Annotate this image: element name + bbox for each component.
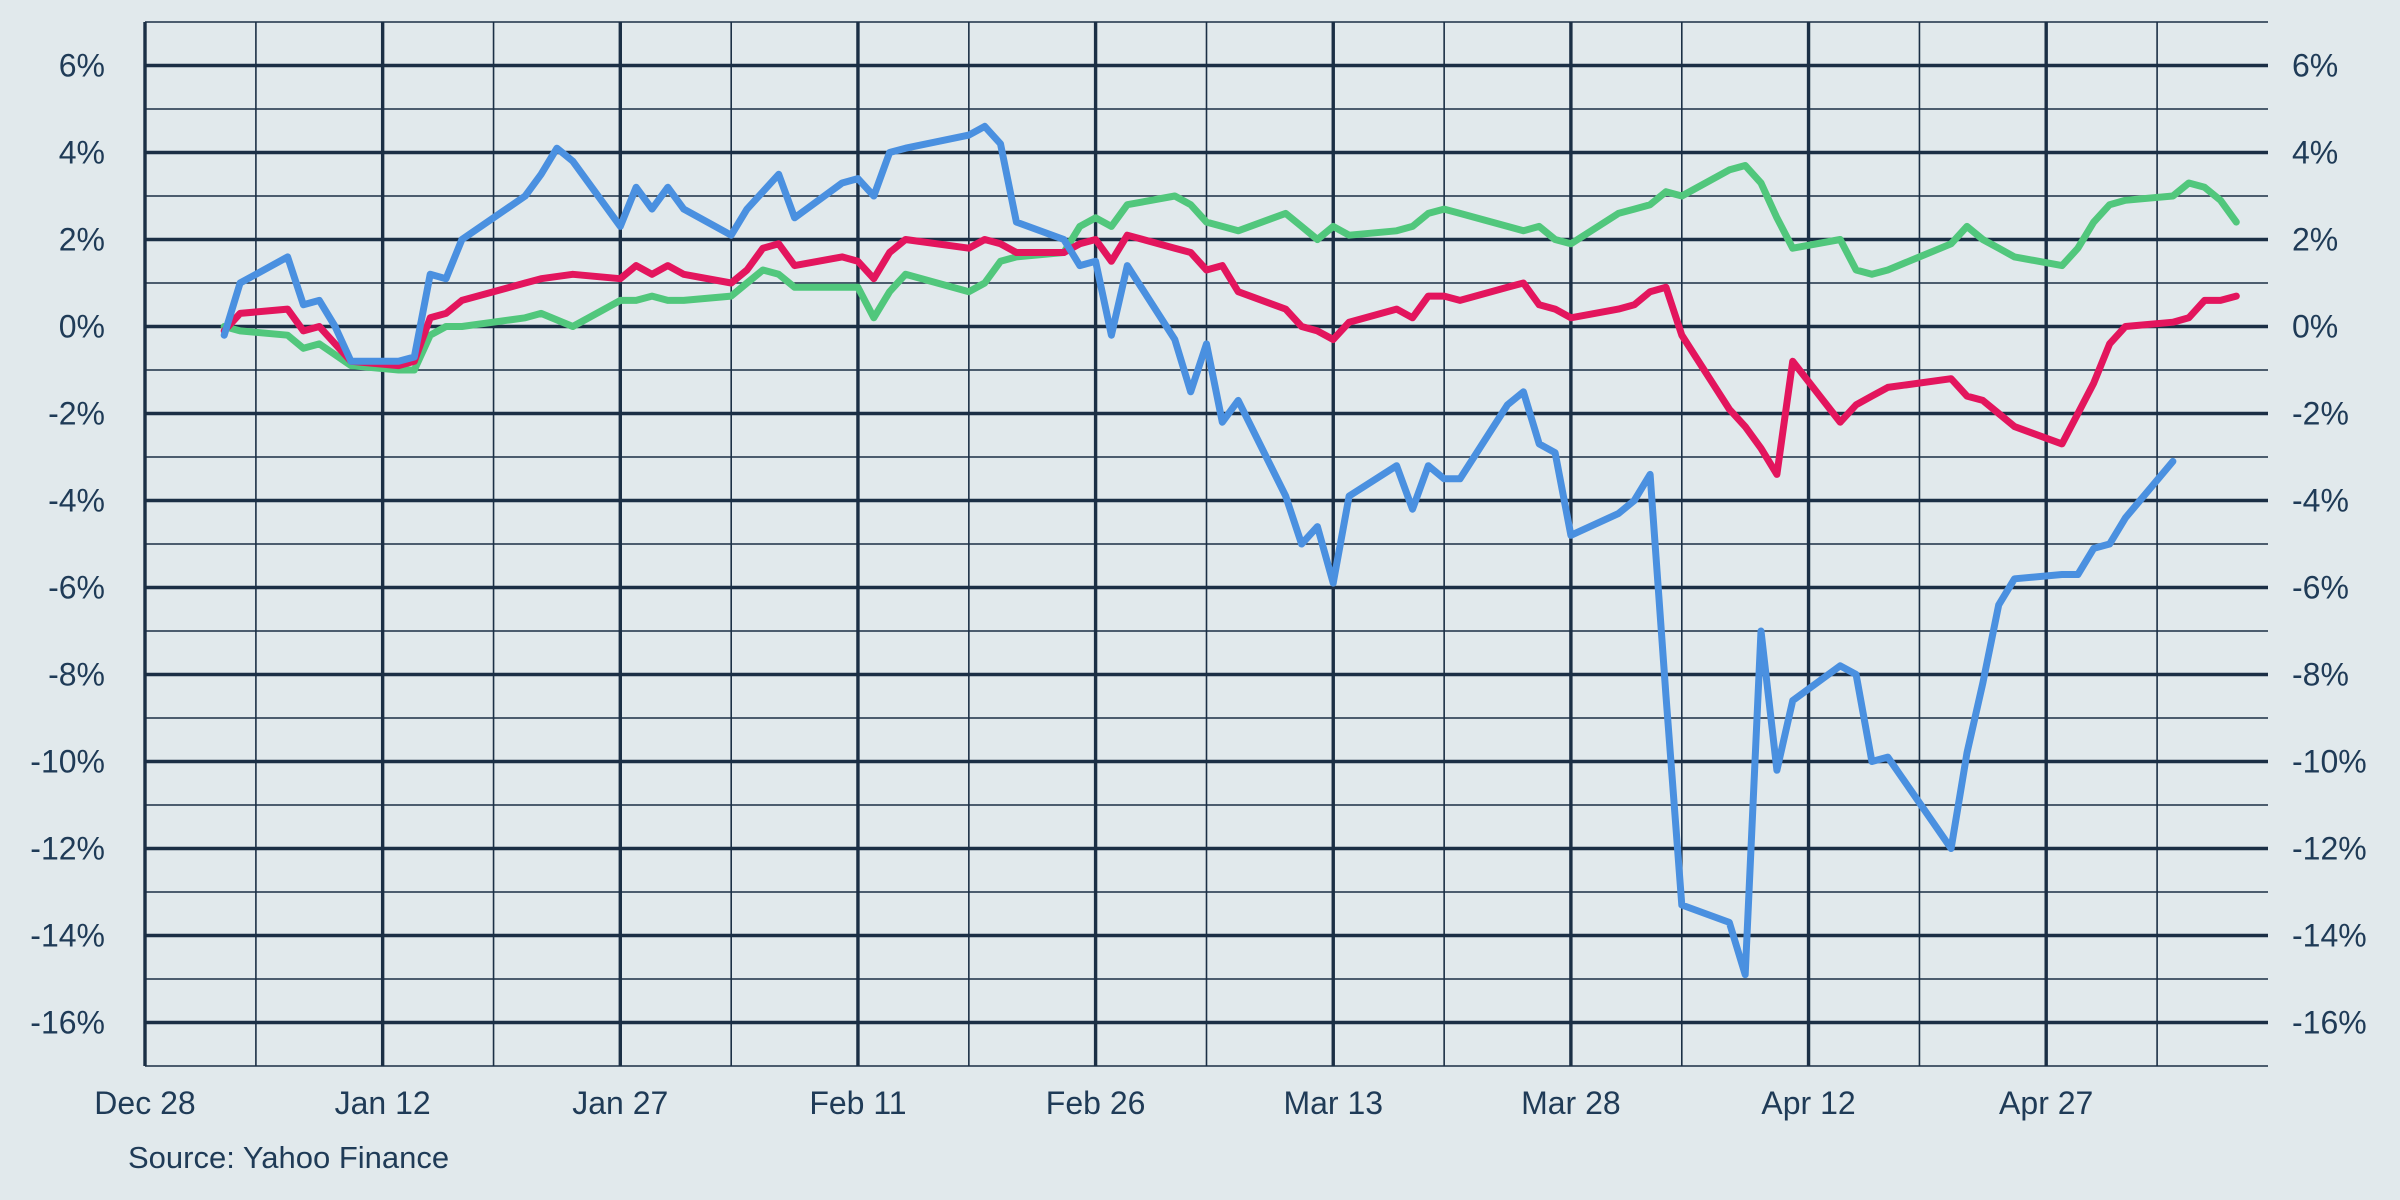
y-tick-label-right: -8% — [2292, 657, 2349, 693]
x-tick-label: Mar 13 — [1283, 1085, 1383, 1121]
x-tick-label: Feb 26 — [1046, 1085, 1146, 1121]
series-line — [220, 162, 2240, 374]
y-tick-label-right: -6% — [2292, 570, 2349, 606]
y-tick-label-right: -12% — [2292, 831, 2367, 867]
y-tick-label-right: 0% — [2292, 309, 2338, 345]
x-tick-label: Jan 12 — [335, 1085, 431, 1121]
y-tick-label-left: -6% — [48, 570, 105, 606]
chart-grid — [143, 21, 2268, 1067]
y-tick-label-right: -10% — [2292, 744, 2367, 780]
y-tick-label-right: -16% — [2292, 1005, 2367, 1041]
y-tick-label-left: -14% — [30, 918, 105, 954]
y-tick-label-left: 2% — [59, 222, 105, 258]
y-tick-label-right: 4% — [2292, 135, 2338, 171]
series-line — [220, 231, 2240, 478]
source-note: Source: Yahoo Finance — [128, 1140, 449, 1175]
x-tick-label: Dec 28 — [94, 1085, 195, 1121]
y-tick-label-left: -4% — [48, 483, 105, 519]
y-tick-label-left: -8% — [48, 657, 105, 693]
chart-series — [220, 122, 2240, 979]
y-tick-label-left: 6% — [59, 48, 105, 84]
y-tick-label-left: 0% — [59, 309, 105, 345]
y-tick-label-left: 4% — [59, 135, 105, 171]
x-tick-label: Apr 27 — [1999, 1085, 2093, 1121]
y-tick-label-left: -16% — [30, 1005, 105, 1041]
x-tick-label: Feb 11 — [809, 1085, 906, 1121]
y-tick-label-left: -2% — [48, 396, 105, 432]
x-tick-label: Mar 28 — [1521, 1085, 1621, 1121]
x-tick-label: Apr 12 — [1761, 1085, 1855, 1121]
chart-tick-labels: 6% 6% 4% 4% 2% 2% 0% 0% -2% -2% -4% -4% -6% -6% -8% -8%… — [30, 48, 2366, 1122]
y-tick-label-right: -4% — [2292, 483, 2349, 519]
y-tick-label-right: 2% — [2292, 222, 2338, 258]
y-tick-label-left: -12% — [30, 831, 105, 867]
series-line — [220, 122, 2177, 979]
y-tick-label-left: -10% — [30, 744, 105, 780]
y-tick-label-right: -14% — [2292, 918, 2367, 954]
y-tick-label-right: -2% — [2292, 396, 2349, 432]
y-tick-label-right: 6% — [2292, 48, 2338, 84]
x-tick-label: Jan 27 — [572, 1085, 668, 1121]
